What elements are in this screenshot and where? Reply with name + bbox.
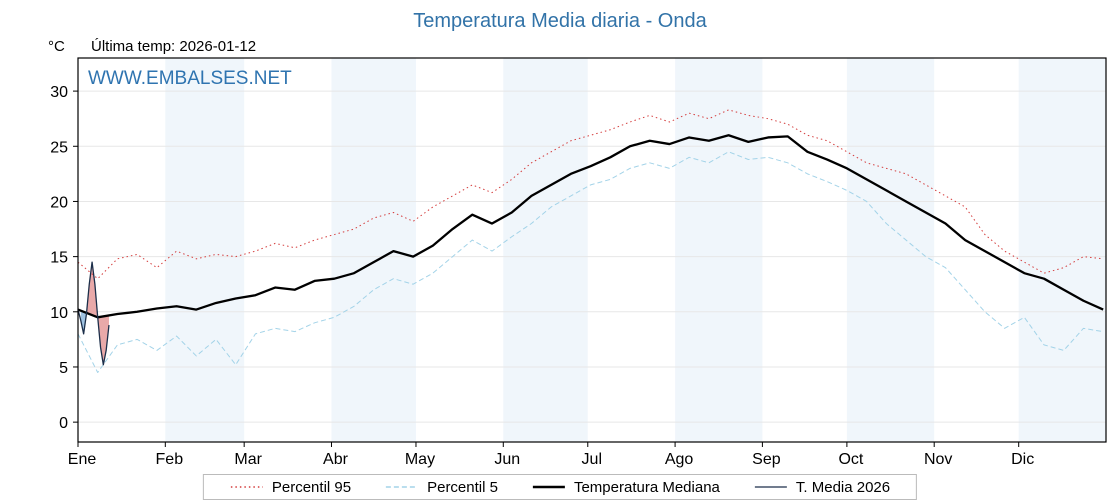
legend-label: T. Media 2026 xyxy=(795,478,891,496)
percentil-5-line-icon xyxy=(386,486,419,488)
fill-below-median xyxy=(80,310,87,334)
watermark: WWW.EMBALSES.NET xyxy=(88,68,292,89)
y-tick-label: 10 xyxy=(50,305,68,322)
mediana-line-icon xyxy=(532,485,565,489)
chart-legend: Percentil 95 Percentil 5 Temperatura Med… xyxy=(202,474,918,500)
chart-header: °C Última temp: 2026-01-12 xyxy=(48,38,256,55)
y-axis-unit-label: °C xyxy=(48,38,65,55)
y-tick-label: 5 xyxy=(59,360,68,377)
x-tick-label: Ene xyxy=(68,451,97,468)
y-tick-label: 15 xyxy=(50,250,68,267)
x-tick-label: Nov xyxy=(924,451,952,468)
x-tick-label: May xyxy=(405,451,435,468)
x-tick-label: Oct xyxy=(838,451,863,468)
chart-title: Temperatura Media diaria - Onda xyxy=(413,10,707,32)
y-tick-label: 20 xyxy=(50,194,68,211)
month-band xyxy=(331,58,416,442)
fill-above-median xyxy=(86,262,109,365)
series-percentil-95 xyxy=(77,109,1104,280)
tmedia-2026-line-icon xyxy=(754,486,787,488)
x-tick-label: Abr xyxy=(323,451,349,468)
x-tick-label: Dic xyxy=(1011,451,1034,468)
x-tick-label: Ago xyxy=(665,451,694,468)
month-band xyxy=(503,58,588,442)
series-t-media-2026 xyxy=(77,261,110,366)
legend-item-percentil-95: Percentil 95 xyxy=(230,479,351,496)
y-tick-label: 25 xyxy=(50,139,68,156)
month-band xyxy=(1018,58,1106,442)
month-band xyxy=(165,58,245,442)
y-tick-label: 0 xyxy=(59,415,68,432)
legend-label: Percentil 5 xyxy=(427,478,498,496)
y-tick-label: 30 xyxy=(50,84,68,101)
last-temp-label: Última temp: 2026-01-12 xyxy=(91,38,257,55)
x-tick-label: Feb xyxy=(156,451,184,468)
legend-item-mediana: Temperatura Mediana xyxy=(532,479,720,496)
x-tick-label: Mar xyxy=(234,451,262,468)
percentil-95-line-icon xyxy=(230,486,263,488)
plot-frame xyxy=(77,57,1107,443)
series-percentil-5 xyxy=(77,151,1104,373)
legend-item-percentil-5: Percentil 5 xyxy=(385,479,498,496)
x-tick-label: Jul xyxy=(582,451,602,468)
temperature-chart: 0 5 10 15 20 25 30 Ene Feb Mar Abr May Jun Jul Ago Sep O… xyxy=(50,57,1107,468)
series-temperatura-mediana xyxy=(77,134,1104,319)
legend-label: Percentil 95 xyxy=(271,478,352,496)
x-tick-label: Jun xyxy=(494,451,520,468)
month-band xyxy=(846,58,935,442)
legend-label: Temperatura Mediana xyxy=(573,478,720,496)
x-tick-label: Sep xyxy=(752,451,781,468)
plot-background xyxy=(78,58,1106,442)
legend-item-tmedia-2026: T. Media 2026 xyxy=(754,479,890,496)
month-band xyxy=(675,58,763,442)
